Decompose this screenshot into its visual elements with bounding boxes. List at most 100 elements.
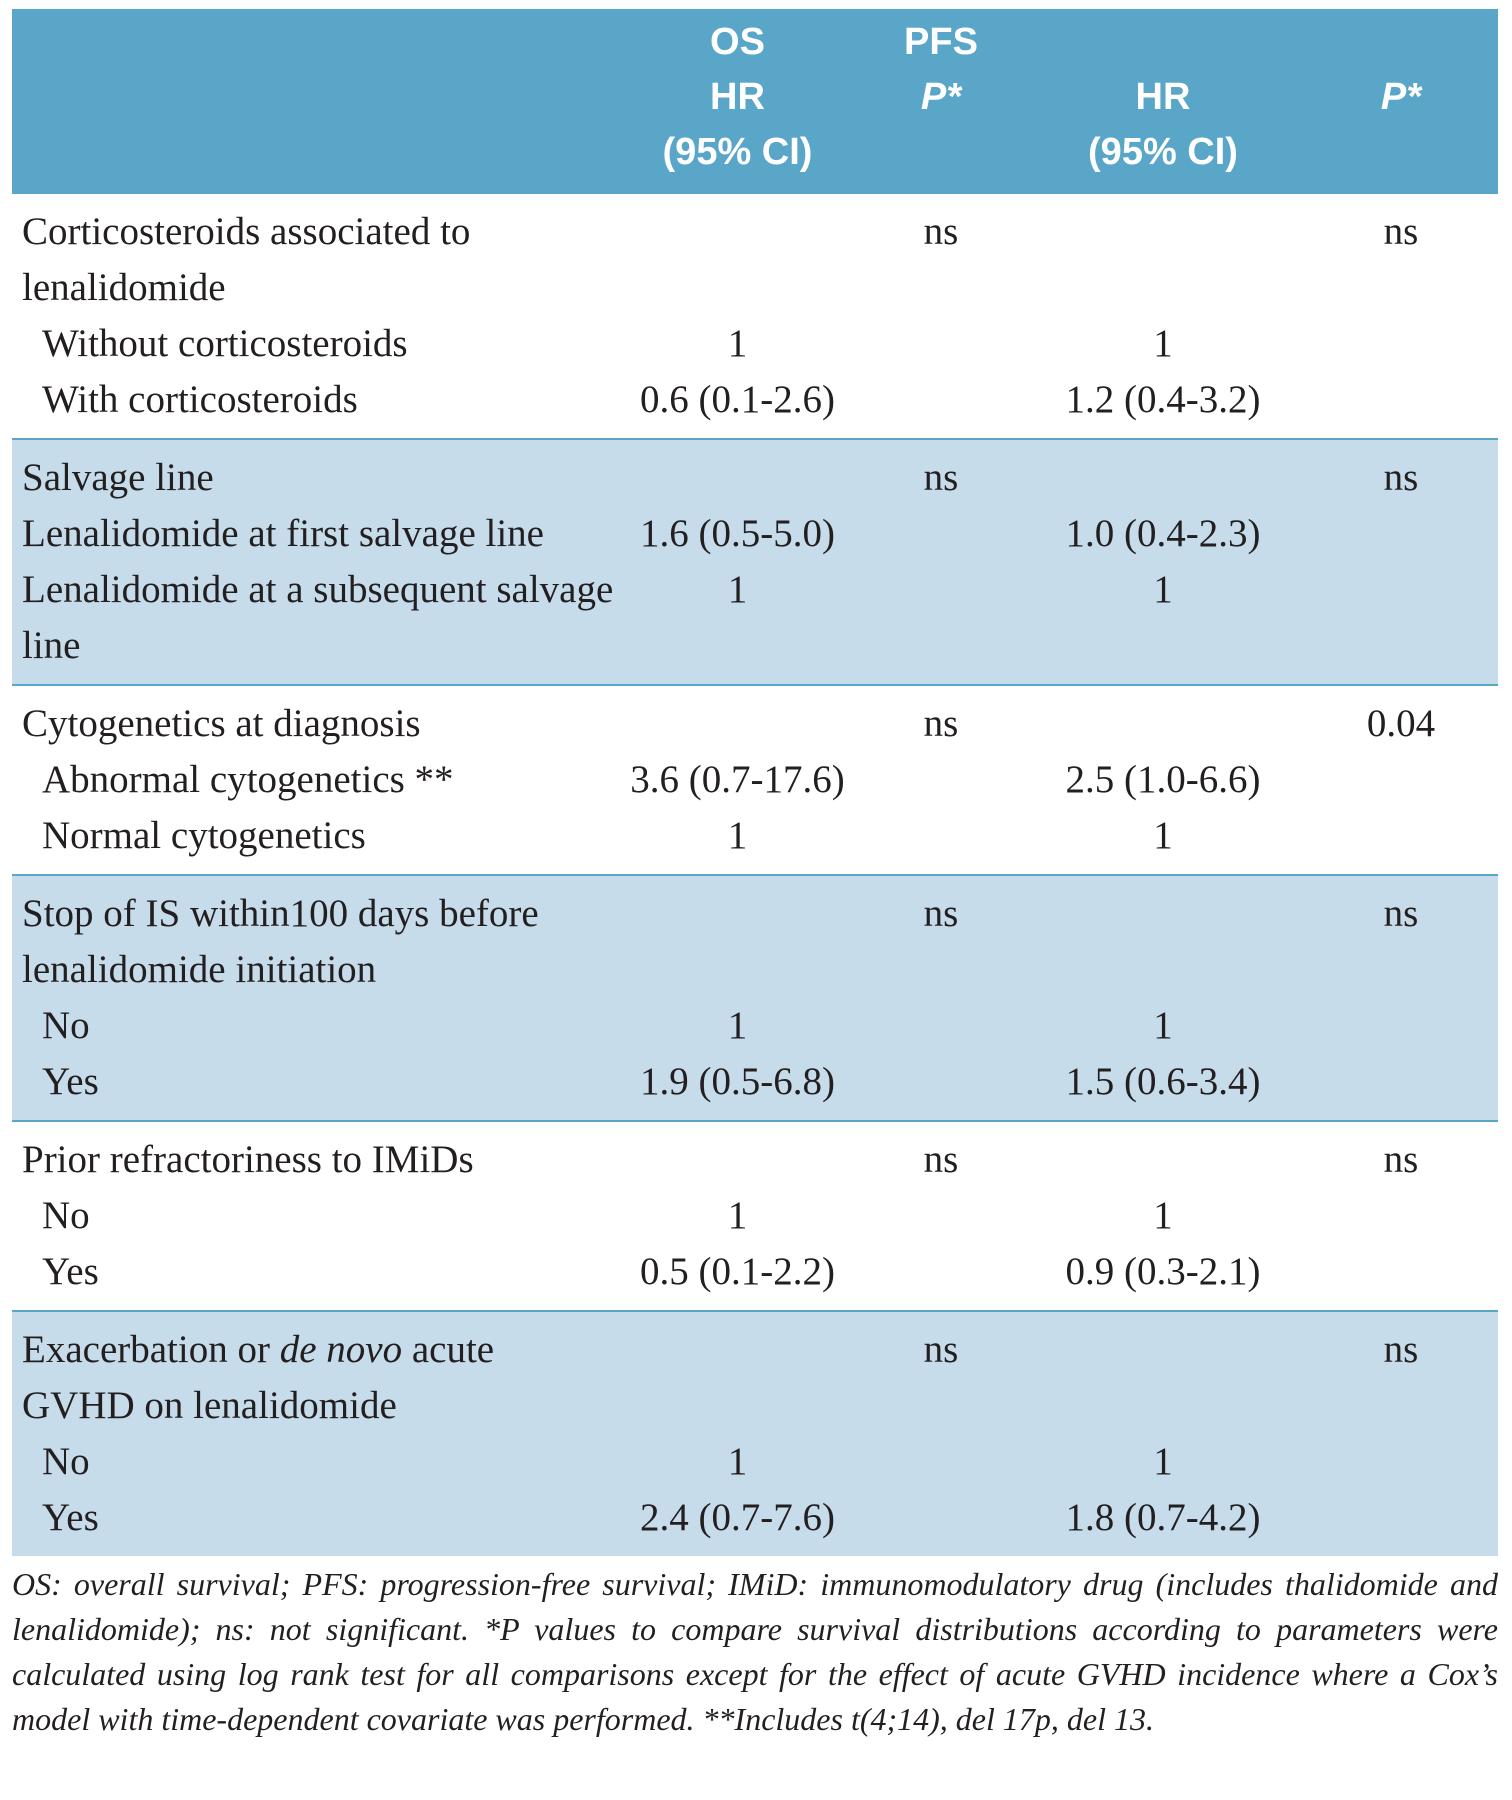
group-label: Stop of IS within100 days before lenalid…: [12, 875, 615, 998]
sub-row: Lenalidomide at a subsequent salvage lin…: [12, 562, 1498, 685]
header-cell: OS HR (95% CI): [615, 9, 860, 193]
os-p: ns: [860, 439, 1022, 506]
pfs-p: ns: [1304, 875, 1498, 998]
pfs-hr: 1.0 (0.4-2.3): [1022, 506, 1304, 562]
table-header: OS HR (95% CI) PFS P* HR (95% CI) P*: [12, 9, 1498, 193]
group-row: Cytogenetics at diagnosis ns 0.04: [12, 685, 1498, 752]
row-label: Abnormal cytogenetics **: [42, 758, 454, 801]
pfs-hr: 1: [1022, 562, 1304, 685]
empty-cell: [1022, 1121, 1304, 1188]
empty-cell: [615, 685, 860, 752]
empty-cell: [860, 1434, 1022, 1490]
empty-cell: [615, 875, 860, 998]
empty-cell: [860, 808, 1022, 875]
group-label: Corticosteroids associated to lenalidomi…: [12, 193, 615, 316]
empty-cell: [1304, 998, 1498, 1054]
sub-row: No 1 1: [12, 1188, 1498, 1244]
row-label: Without corticosteroids: [42, 322, 408, 365]
empty-cell: [615, 1121, 860, 1188]
row-label: Lenalidomide at first salvage line: [12, 506, 615, 562]
pfs-hr: 1: [1153, 1194, 1173, 1237]
empty-cell: [615, 1311, 860, 1434]
label-text: Exacerbation or: [22, 1328, 280, 1371]
os-hr: 2.4 (0.7-7.6): [615, 1490, 860, 1556]
os-hr: 1: [727, 1194, 748, 1237]
sub-row: Abnormal cytogenetics ** 3.6 (0.7-17.6) 2.…: [12, 752, 1498, 808]
row-label: No: [12, 1434, 615, 1490]
sub-row: Without corticosteroids 1 1: [12, 316, 1498, 372]
empty-cell: [1304, 506, 1498, 562]
row-label: No: [12, 998, 615, 1054]
header-cell: HR (95% CI): [1022, 9, 1304, 193]
empty-cell: [1022, 1311, 1304, 1434]
pfs-hr: 1: [1022, 998, 1304, 1054]
empty-cell: [1022, 875, 1304, 998]
sub-row: With corticosteroids 0.6 (0.1-2.6) 1.2 (0.…: [12, 372, 1498, 439]
pfs-hr: 1.8 (0.7-4.2): [1022, 1490, 1304, 1556]
os-hr: 0.5 (0.1-2.2): [640, 1250, 835, 1293]
os-hr: 1: [727, 814, 748, 857]
pfs-hr: 0.9 (0.3-2.1): [1065, 1250, 1261, 1293]
footnote: OS: overall survival; PFS: progression-f…: [12, 1566, 1498, 1737]
sub-row: Yes 0.5 (0.1-2.2) 0.9 (0.3-2.1): [12, 1244, 1498, 1311]
empty-cell: [860, 998, 1022, 1054]
empty-cell: [860, 752, 1022, 808]
row-group: Cytogenetics at diagnosis ns 0.04 Abnormal …: [12, 685, 1498, 875]
os-p: ns: [923, 702, 959, 745]
empty-cell: [860, 562, 1022, 685]
os-hr: 1.6 (0.5-5.0): [615, 506, 860, 562]
empty-cell: [1304, 808, 1498, 875]
label-text: Prior refractoriness to IMiDs: [22, 1138, 474, 1181]
header-cell: PFS P*: [860, 9, 1022, 193]
os-hr: 1: [727, 322, 748, 365]
pfs-p: ns: [1383, 210, 1419, 253]
label-text: Stop of IS within100 days before lenalid…: [22, 892, 539, 991]
empty-cell: [1022, 193, 1304, 316]
empty-cell: [1304, 562, 1498, 685]
empty-cell: [615, 439, 860, 506]
group-label: Exacerbation or de novo acute GVHD on le…: [12, 1311, 615, 1434]
label-text: Salvage line: [22, 456, 214, 499]
label-text: acute GVHD on lenalidomide: [22, 1328, 495, 1427]
header-text: (95% CI): [1088, 131, 1238, 173]
pfs-p: ns: [1304, 1311, 1498, 1434]
sub-row: Normal cytogenetics 1 1: [12, 808, 1498, 875]
row-group: Salvage line ns ns Lenalidomide at first sa…: [12, 439, 1498, 685]
empty-cell: [1304, 1434, 1498, 1490]
header-blank: [12, 9, 615, 193]
empty-cell: [860, 1054, 1022, 1121]
pfs-hr: 1: [1022, 1434, 1304, 1490]
os-hr: 1: [615, 562, 860, 685]
row-label: Normal cytogenetics: [42, 814, 366, 857]
label-text: Corticosteroids associated to lenalidomi…: [22, 210, 471, 309]
header-text: P*: [920, 76, 962, 118]
header-text: (95% CI): [662, 131, 813, 173]
group-label: Prior refractoriness to IMiDs: [12, 1121, 615, 1188]
row-label: Yes: [42, 1250, 99, 1293]
empty-cell: [860, 1490, 1022, 1556]
row-label: Yes: [12, 1490, 615, 1556]
os-hr: 3.6 (0.7-17.6): [630, 758, 845, 801]
os-p: ns: [923, 1138, 959, 1181]
empty-cell: [1022, 439, 1304, 506]
row-label: Yes: [12, 1054, 615, 1121]
os-hr: 1.9 (0.5-6.8): [615, 1054, 860, 1121]
group-row: Corticosteroids associated to lenalidomi…: [12, 193, 1498, 316]
sub-row: Lenalidomide at first salvage line 1.6 (0…: [12, 506, 1498, 562]
label-text: de novo: [279, 1328, 403, 1371]
empty-cell: [1304, 1490, 1498, 1556]
sub-row: No 1 1: [12, 998, 1498, 1054]
os-p: ns: [860, 875, 1022, 998]
os-hr: 1: [615, 998, 860, 1054]
empty-cell: [1022, 685, 1304, 752]
os-hr: 0.6 (0.1-2.6): [640, 378, 835, 421]
pfs-p: ns: [1383, 1138, 1419, 1181]
empty-cell: [860, 372, 1022, 439]
row-group: Corticosteroids associated to lenalidomi…: [12, 193, 1498, 439]
pfs-p: ns: [1304, 439, 1498, 506]
row-label: No: [42, 1194, 90, 1237]
group-label: Cytogenetics at diagnosis: [12, 685, 615, 752]
pfs-hr: 1: [1153, 322, 1173, 365]
pfs-hr: 1.2 (0.4-3.2): [1065, 378, 1261, 421]
empty-cell: [1304, 1054, 1498, 1121]
